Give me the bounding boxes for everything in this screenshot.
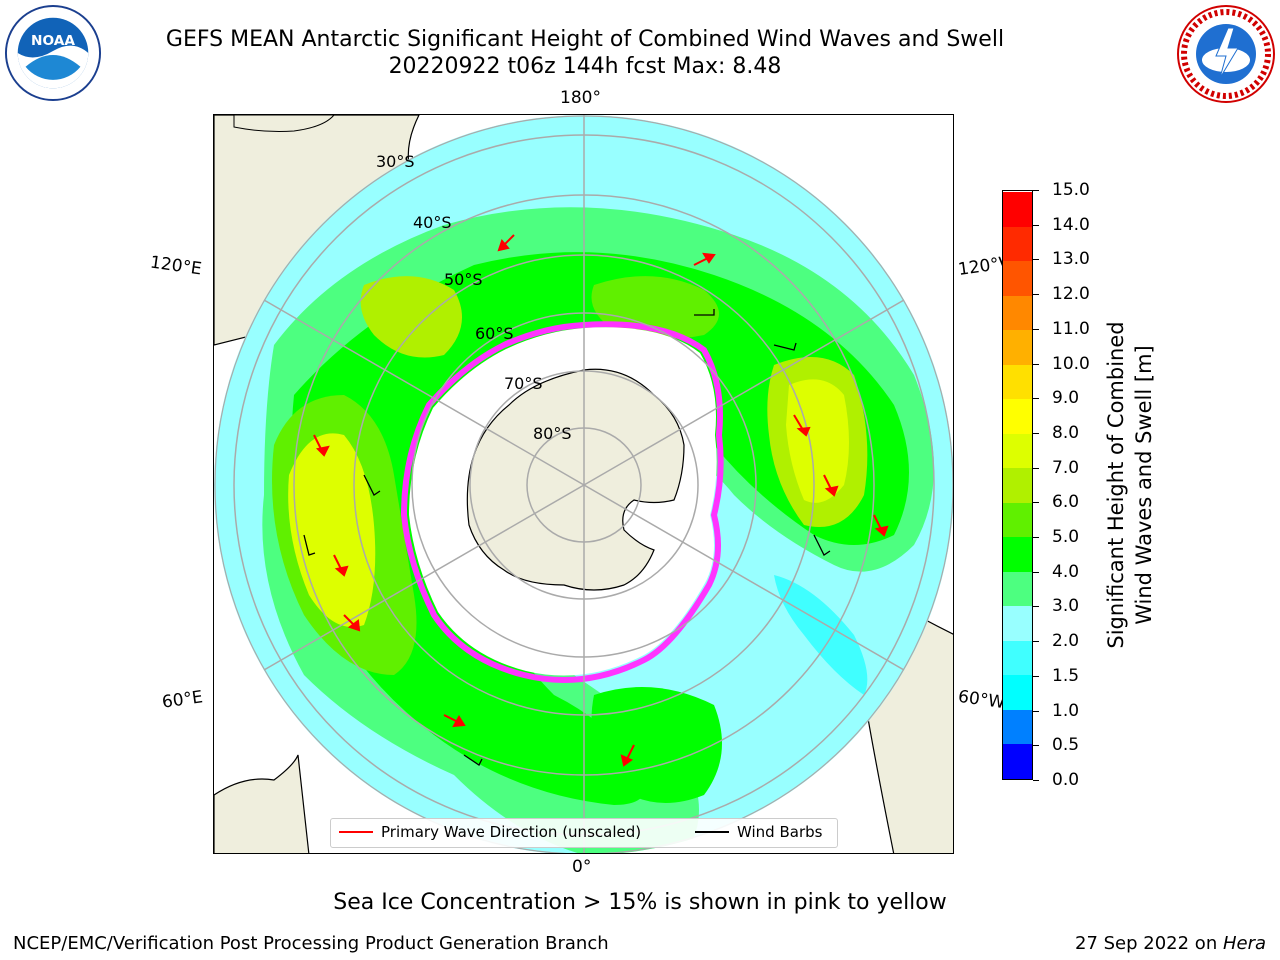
legend-item-primary-wave: Primary Wave Direction (unscaled) [339, 823, 641, 841]
colorbar-tick [1033, 224, 1039, 226]
colorbar [1002, 190, 1033, 780]
lat-label-60s: 60°S [475, 324, 514, 343]
colorbar-tick-label: 15.0 [1052, 180, 1090, 200]
colorbar-tick-label: 1.5 [1052, 665, 1080, 686]
lon-label-60e: 60°E [160, 687, 205, 713]
colorbar-tick [1033, 398, 1039, 400]
lat-label-40s: 40°S [413, 213, 452, 232]
nws-logo [1177, 5, 1275, 103]
colorbar-segment [1003, 743, 1032, 779]
colorbar-tick [1033, 675, 1039, 677]
lat-label-80s: 80°S [533, 424, 572, 443]
colorbar-segment [1003, 571, 1032, 607]
colorbar-tick-label: 3.0 [1052, 596, 1080, 617]
colorbar-tick [1033, 363, 1039, 365]
lon-label-60w: 60°W [956, 686, 1007, 714]
low-wave-chile [774, 575, 868, 695]
colorbar-segment [1003, 226, 1032, 262]
colorbar-segment [1003, 502, 1032, 538]
colorbar-segment [1003, 536, 1032, 572]
wave-patch-south [591, 687, 722, 803]
colorbar-segment [1003, 467, 1032, 503]
chart-title: GEFS MEAN Antarctic Significant Height o… [165, 27, 1005, 52]
colorbar-tick [1033, 537, 1039, 539]
colorbar-title: Significant Height of Combined Wind Wave… [1102, 265, 1158, 705]
colorbar-tick-label: 0.0 [1052, 770, 1080, 790]
colorbar-tick [1033, 502, 1039, 504]
land-africa [214, 754, 310, 853]
colorbar-tick-label: 1.0 [1052, 700, 1080, 721]
colorbar-segment [1003, 433, 1032, 469]
colorbar-tick [1033, 745, 1039, 747]
colorbar-tick-label: 13.0 [1052, 249, 1090, 270]
colorbar-segment [1003, 640, 1032, 676]
legend-label-primary-wave: Primary Wave Direction (unscaled) [381, 823, 642, 841]
colorbar-tick-label: 7.0 [1052, 457, 1080, 478]
lat-label-50s: 50°S [444, 270, 483, 289]
colorbar-segment [1003, 260, 1032, 296]
colorbar-tick [1033, 571, 1039, 573]
colorbar-segment [1003, 674, 1032, 710]
chart-subtitle: 20220922 t06z 144h fcst Max: 8.48 [388, 54, 782, 79]
colorbar-tick-label: 14.0 [1052, 214, 1090, 235]
lon-label-180: 180° [560, 88, 601, 108]
colorbar-tick [1033, 467, 1039, 469]
colorbar-tick-label: 8.0 [1052, 422, 1080, 443]
colorbar-segment [1003, 329, 1032, 365]
polar-map [214, 115, 953, 853]
colorbar-segment [1003, 398, 1032, 434]
colorbar-tick-label: 4.0 [1052, 561, 1080, 582]
colorbar-segment [1003, 295, 1032, 331]
map-legend: Primary Wave Direction (unscaled) Wind B… [330, 818, 838, 848]
footer-date-text: 27 Sep 2022 on [1075, 933, 1223, 954]
colorbar-segment [1003, 605, 1032, 641]
colorbar-segment [1003, 191, 1032, 227]
colorbar-title-line1: Significant Height of Combined [1104, 321, 1128, 649]
lon-label-0: 0° [572, 857, 592, 877]
colorbar-tick [1033, 780, 1039, 781]
legend-label-wind-barbs: Wind Barbs [737, 823, 823, 841]
lat-label-30s: 30°S [376, 152, 415, 171]
lon-label-120e: 120°E [148, 252, 203, 280]
colorbar-tick [1033, 710, 1039, 712]
colorbar-tick [1033, 190, 1039, 191]
colorbar-tick [1033, 259, 1039, 261]
land-new-guinea [233, 115, 335, 132]
noaa-logo: NOAA [4, 4, 102, 102]
sea-ice-note: Sea Ice Concentration > 15% is shown in … [333, 890, 947, 915]
colorbar-tick-label: 0.5 [1052, 735, 1080, 756]
colorbar-tick [1033, 432, 1039, 434]
colorbar-segment [1003, 709, 1032, 745]
colorbar-tick-label: 10.0 [1052, 353, 1090, 374]
colorbar-tick-label: 6.0 [1052, 492, 1080, 513]
colorbar-tick [1033, 294, 1039, 296]
lat-label-70s: 70°S [504, 374, 543, 393]
sea-ice-edge [400, 321, 724, 683]
legend-swatch-red-line [339, 831, 373, 833]
colorbar-tick-label: 11.0 [1052, 318, 1090, 339]
footer-date: 27 Sep 2022 on Hera [1075, 933, 1266, 954]
colorbar-segment [1003, 364, 1032, 400]
map-panel [213, 114, 954, 854]
colorbar-tick-label: 12.0 [1052, 284, 1090, 305]
colorbar-tick [1033, 328, 1039, 330]
colorbar-title-line2: Wind Waves and Swell [m] [1132, 345, 1156, 625]
colorbar-tick [1033, 641, 1039, 643]
footer-host: Hera [1222, 933, 1266, 954]
colorbar-tick-label: 5.0 [1052, 527, 1080, 548]
legend-item-wind-barbs: Wind Barbs [695, 823, 822, 841]
svg-text:NOAA: NOAA [31, 33, 75, 49]
legend-swatch-black-line [695, 831, 729, 833]
colorbar-tick-label: 9.0 [1052, 388, 1080, 409]
wave-patch-north [360, 276, 462, 358]
colorbar-tick [1033, 606, 1039, 608]
footer-credit: NCEP/EMC/Verification Post Processing Pr… [13, 933, 609, 954]
colorbar-tick-label: 2.0 [1052, 631, 1080, 652]
